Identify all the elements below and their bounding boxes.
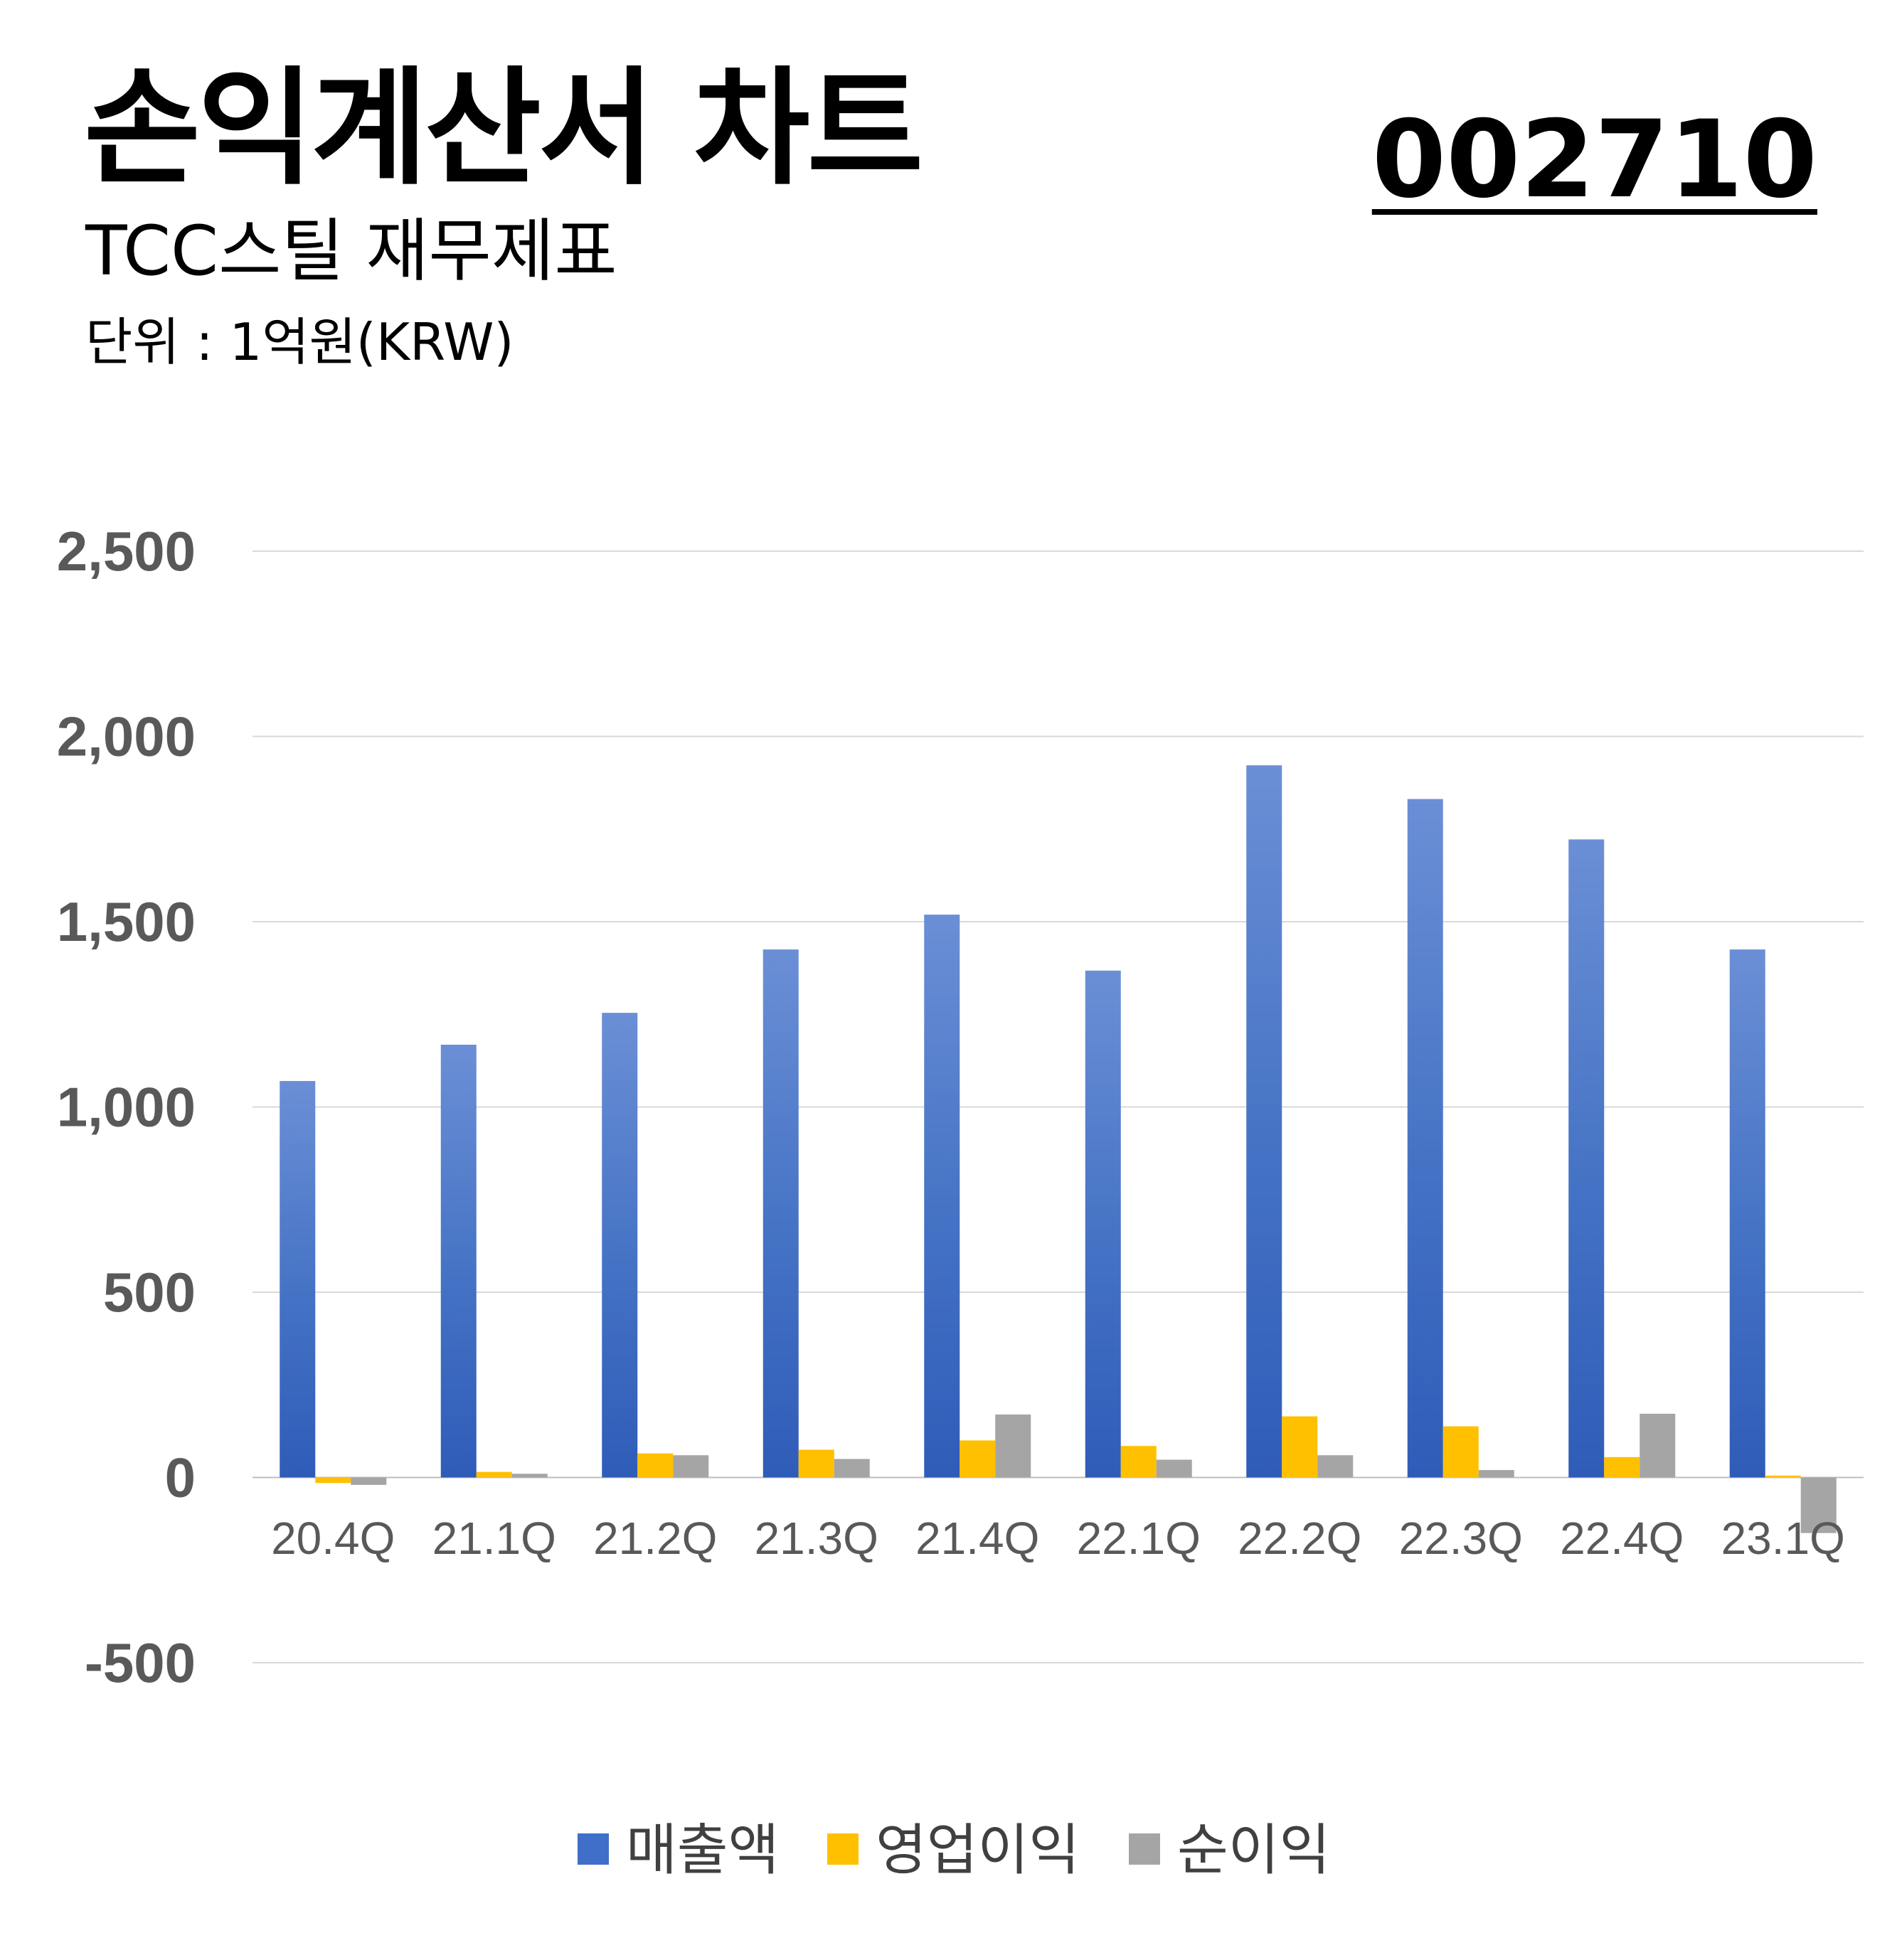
bar-net-profit-21.3Q	[834, 1459, 870, 1478]
stock-code: 002710	[1371, 98, 1817, 222]
bar-revenue-22.3Q	[1407, 799, 1443, 1478]
bar-operating-profit-23.1Q	[1765, 1475, 1801, 1478]
x-tick-label: 22.2Q	[1238, 1513, 1361, 1564]
y-axis-labels: 2,500 2,000 1,500 1,000 500 0 -500	[57, 520, 196, 1694]
legend-swatch-operating-profit	[827, 1833, 859, 1865]
x-tick-label: 21.2Q	[593, 1513, 717, 1564]
x-tick-label: 20.4Q	[271, 1513, 395, 1564]
bar-operating-profit-22.4Q	[1604, 1456, 1640, 1478]
chart-subtitle: TCC스틸 재무제표	[85, 211, 617, 291]
bar-operating-profit-22.1Q	[1120, 1446, 1157, 1478]
bar-net-profit-21.4Q	[995, 1414, 1031, 1478]
bar-net-profit-23.1Q	[1800, 1477, 1837, 1533]
legend-swatch-revenue	[578, 1833, 609, 1865]
x-axis-labels: 20.4Q 21.1Q 21.2Q 21.3Q 21.4Q 22.1Q 22.2Q 22.3Q…	[271, 1513, 1845, 1564]
legend-swatch-net-profit	[1129, 1833, 1160, 1865]
bar-operating-profit-20.4Q	[315, 1477, 351, 1484]
bar-net-profit-20.4Q	[351, 1477, 387, 1485]
bar-net-profit-21.1Q	[511, 1474, 548, 1478]
x-tick-label: 22.3Q	[1399, 1513, 1523, 1564]
bar-revenue-20.4Q	[280, 1081, 316, 1478]
bar-operating-profit-21.1Q	[476, 1471, 512, 1478]
y-tick-label: 500	[103, 1261, 196, 1323]
legend-label-net-profit: 순이익	[1177, 1818, 1330, 1882]
y-tick-label: 1,500	[57, 890, 196, 953]
x-tick-label: 22.1Q	[1077, 1513, 1201, 1564]
bars	[280, 765, 1837, 1533]
bar-revenue-21.4Q	[924, 915, 960, 1478]
bar-net-profit-22.3Q	[1478, 1470, 1514, 1478]
bar-revenue-23.1Q	[1729, 949, 1765, 1478]
x-tick-label: 21.1Q	[432, 1513, 556, 1564]
bar-operating-profit-22.3Q	[1442, 1426, 1479, 1478]
chart-title: 손익계산서 차트	[84, 55, 923, 202]
gridlines	[253, 550, 1864, 1663]
y-tick-label: 1,000	[57, 1076, 196, 1139]
x-tick-label: 22.4Q	[1560, 1513, 1684, 1564]
y-tick-label: 0	[165, 1447, 196, 1509]
y-tick-label: -500	[85, 1631, 196, 1694]
unit-label: 단위 : 1억원(KRW)	[85, 312, 514, 372]
bar-operating-profit-21.3Q	[798, 1449, 834, 1478]
bar-revenue-21.2Q	[602, 1013, 638, 1478]
x-tick-label: 21.4Q	[915, 1513, 1039, 1564]
x-tick-label: 23.1Q	[1721, 1513, 1845, 1564]
bar-revenue-21.1Q	[440, 1044, 477, 1478]
bar-net-profit-22.4Q	[1640, 1413, 1676, 1478]
bar-net-profit-22.1Q	[1156, 1459, 1192, 1478]
bar-operating-profit-22.2Q	[1282, 1416, 1318, 1478]
y-tick-label: 2,000	[57, 705, 196, 768]
bar-operating-profit-21.2Q	[637, 1453, 674, 1478]
bar-operating-profit-21.4Q	[960, 1440, 996, 1478]
bar-revenue-21.3Q	[762, 949, 799, 1478]
legend-label-revenue: 매출액	[626, 1818, 779, 1882]
bar-net-profit-22.2Q	[1317, 1455, 1354, 1478]
bar-revenue-22.1Q	[1085, 970, 1121, 1478]
legend-label-operating-profit: 영업이익	[876, 1818, 1080, 1882]
bar-revenue-22.2Q	[1246, 765, 1282, 1478]
bar-net-profit-21.2Q	[673, 1455, 709, 1478]
legend: 매출액 영업이익 순이익	[578, 1818, 1330, 1882]
bar-revenue-22.4Q	[1568, 839, 1605, 1478]
x-tick-label: 21.3Q	[755, 1513, 878, 1564]
y-tick-label: 2,500	[57, 520, 196, 582]
